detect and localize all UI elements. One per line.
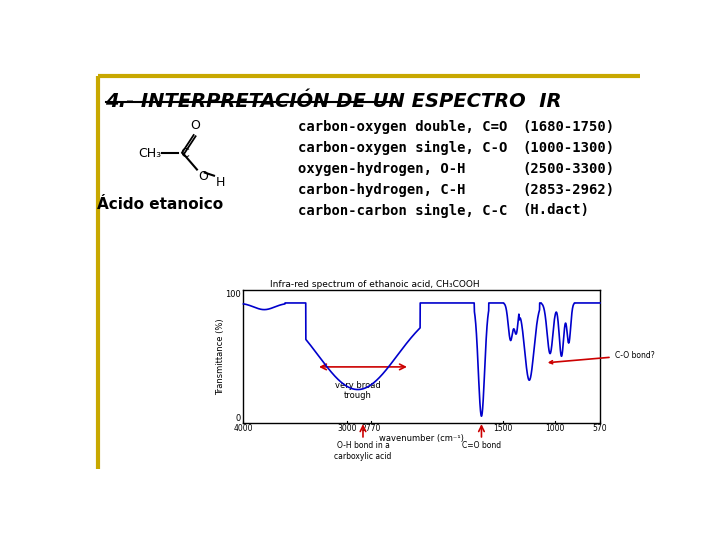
Text: 1500: 1500: [494, 424, 513, 434]
Text: 4000: 4000: [234, 424, 253, 434]
Text: O: O: [191, 119, 200, 132]
Text: C-O bond?: C-O bond?: [549, 350, 654, 364]
Text: carbon-hydrogen, C-H: carbon-hydrogen, C-H: [297, 183, 465, 197]
Text: 1000: 1000: [546, 424, 565, 434]
Text: Transmittance (%): Transmittance (%): [216, 318, 225, 395]
Text: carbon-carbon single, C-C: carbon-carbon single, C-C: [297, 204, 507, 218]
Text: (1680-1750): (1680-1750): [523, 120, 615, 134]
Text: (2853-2962): (2853-2962): [523, 183, 615, 197]
Text: 2770: 2770: [361, 424, 381, 434]
Text: 3000: 3000: [338, 424, 357, 434]
Text: H: H: [215, 177, 225, 190]
Text: carbon-oxygen single, C-O: carbon-oxygen single, C-O: [297, 141, 507, 155]
Text: 570: 570: [593, 424, 607, 434]
Text: Infra-red spectrum of ethanoic acid, CH₃COOH: Infra-red spectrum of ethanoic acid, CH₃…: [270, 280, 480, 289]
Text: C: C: [180, 147, 189, 160]
Text: 100: 100: [225, 289, 241, 299]
Text: oxygen-hydrogen, O-H: oxygen-hydrogen, O-H: [297, 162, 465, 176]
Text: carbon-oxygen double, C=O: carbon-oxygen double, C=O: [297, 120, 507, 134]
Text: CH₃: CH₃: [138, 147, 161, 160]
Text: Ácido etanoico: Ácido etanoico: [96, 197, 222, 212]
Text: 4.- INTERPRETACIÓN DE UN ESPECTRO  IR: 4.- INTERPRETACIÓN DE UN ESPECTRO IR: [106, 92, 562, 111]
Text: O: O: [199, 170, 208, 183]
Text: (1000-1300): (1000-1300): [523, 141, 615, 155]
Text: very broad
trough: very broad trough: [335, 381, 381, 400]
Text: (H.dact): (H.dact): [523, 204, 590, 218]
Text: 0: 0: [236, 414, 241, 423]
Text: wavenumber (cm⁻¹): wavenumber (cm⁻¹): [379, 434, 464, 443]
Text: (2500-3300): (2500-3300): [523, 162, 615, 176]
Text: C=O bond: C=O bond: [462, 441, 501, 450]
Text: O-H bond in a
carboxylic acid: O-H bond in a carboxylic acid: [334, 441, 392, 461]
